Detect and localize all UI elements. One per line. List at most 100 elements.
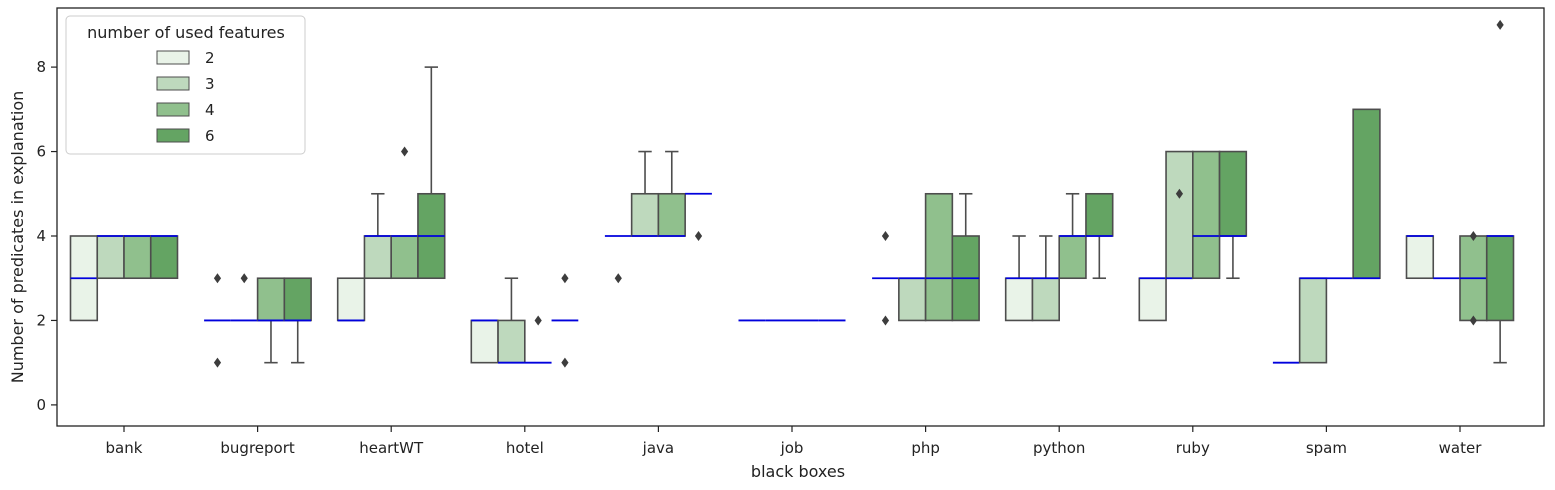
box-body <box>1138 277 1167 322</box>
box-body <box>149 235 179 280</box>
box-body <box>1298 277 1328 364</box>
box-body <box>1058 235 1087 280</box>
box-heartWT-6 <box>417 66 446 280</box>
box-spam-3 <box>1298 277 1328 364</box>
box-bank-3 <box>96 235 125 280</box>
box-hotel-3 <box>497 277 526 364</box>
x-tick-label: job <box>780 439 804 457</box>
box-heartWT-2 <box>336 277 366 322</box>
x-tick-label: heartWT <box>359 439 424 457</box>
outlier-point <box>400 146 409 157</box>
outlier-point <box>561 357 569 368</box>
outlier-point <box>881 231 890 241</box>
box-body <box>96 235 125 280</box>
box-heartWT-3 <box>363 192 393 280</box>
box-body <box>1165 150 1194 280</box>
box-body <box>1192 150 1221 280</box>
box-hotel-6 <box>551 273 579 368</box>
box-body <box>390 235 419 280</box>
box-java-2 <box>604 235 632 284</box>
x-tick-label: spam <box>1306 439 1347 457</box>
box-php-4 <box>924 192 954 322</box>
box-body <box>470 319 499 364</box>
box-body <box>1218 150 1248 237</box>
box-bank-2 <box>69 235 99 322</box>
outlier-point <box>614 273 622 284</box>
box-body <box>1085 192 1114 237</box>
box-body <box>283 277 312 322</box>
legend-label-3: 3 <box>205 75 215 93</box>
legend-label-4: 4 <box>205 101 215 119</box>
box-php-6 <box>951 192 980 322</box>
y-tick-label: 0 <box>36 396 46 414</box>
box-body <box>123 235 152 280</box>
legend-items: 2 3 4 6 <box>156 49 215 145</box>
outlier-point <box>1496 19 1504 30</box>
legend-swatch-4 <box>156 102 190 117</box>
outlier-point <box>694 231 703 241</box>
box-body <box>1004 277 1034 322</box>
x-tick-label: bugreport <box>220 439 294 457</box>
outlier-point <box>213 273 222 284</box>
box-php-3 <box>898 277 927 322</box>
box-body <box>924 192 954 322</box>
box-bugreport-2 <box>204 273 231 368</box>
box-java-6 <box>685 192 712 241</box>
box-body <box>898 277 927 322</box>
box-body <box>1031 277 1060 322</box>
legend-title: number of used features <box>87 23 285 42</box>
x-tick-label: java <box>642 439 674 457</box>
y-axis-label: Number of predicates in explanation <box>8 91 27 384</box>
box-ruby-2 <box>1138 277 1167 322</box>
box-bugreport-4 <box>256 277 286 364</box>
plot-area <box>69 19 1515 368</box>
box-heartWT-4 <box>390 146 419 280</box>
x-tick-label: bank <box>106 439 143 457</box>
box-body <box>336 277 366 322</box>
box-water-2 <box>1405 235 1435 280</box>
box-ruby-3 <box>1165 150 1194 280</box>
box-ruby-4 <box>1192 150 1221 280</box>
axes: Number of predicates in explanation blac… <box>8 7 1545 481</box>
box-java-4 <box>657 150 686 237</box>
box-water-4 <box>1459 231 1488 326</box>
y-tick-label: 8 <box>36 58 46 76</box>
outlier-point <box>1469 315 1477 326</box>
x-axis-label: black boxes <box>751 462 845 481</box>
y-tick-label: 2 <box>36 311 46 329</box>
outlier-point <box>213 357 222 368</box>
outlier-point <box>240 273 248 284</box>
box-hotel-2 <box>470 319 499 364</box>
legend-label-6: 6 <box>205 127 215 145</box>
x-tick-label: ruby <box>1176 439 1210 457</box>
legend-swatch-6 <box>156 128 190 143</box>
box-bank-6 <box>149 235 179 280</box>
box-spam-6 <box>1352 108 1381 280</box>
outlier-point <box>881 315 890 326</box>
box-python-3 <box>1031 235 1060 322</box>
x-tick-label: php <box>911 439 940 457</box>
outlier-point <box>1175 188 1184 199</box>
box-java-3 <box>630 150 660 237</box>
box-hotel-4 <box>524 315 552 364</box>
legend-swatch-3 <box>156 76 190 91</box>
box-body <box>363 235 393 280</box>
box-bugreport-6 <box>283 277 312 364</box>
box-bugreport-3 <box>230 273 258 322</box>
box-ruby-6 <box>1218 150 1248 280</box>
outlier-point <box>1469 231 1477 241</box>
box-body <box>1485 235 1515 322</box>
axes-frame <box>56 7 1545 427</box>
legend-label-2: 2 <box>205 49 215 67</box>
box-python-4 <box>1058 192 1087 280</box>
outlier-point <box>561 273 569 284</box>
x-tick-label: hotel <box>506 439 544 457</box>
box-body <box>1405 235 1435 280</box>
box-php-2 <box>872 231 899 326</box>
legend: number of used features 2 3 4 6 <box>65 15 306 155</box>
box-body <box>497 319 526 364</box>
box-body <box>256 277 286 322</box>
box-python-6 <box>1085 192 1114 280</box>
y-tick-label: 4 <box>36 227 46 245</box>
